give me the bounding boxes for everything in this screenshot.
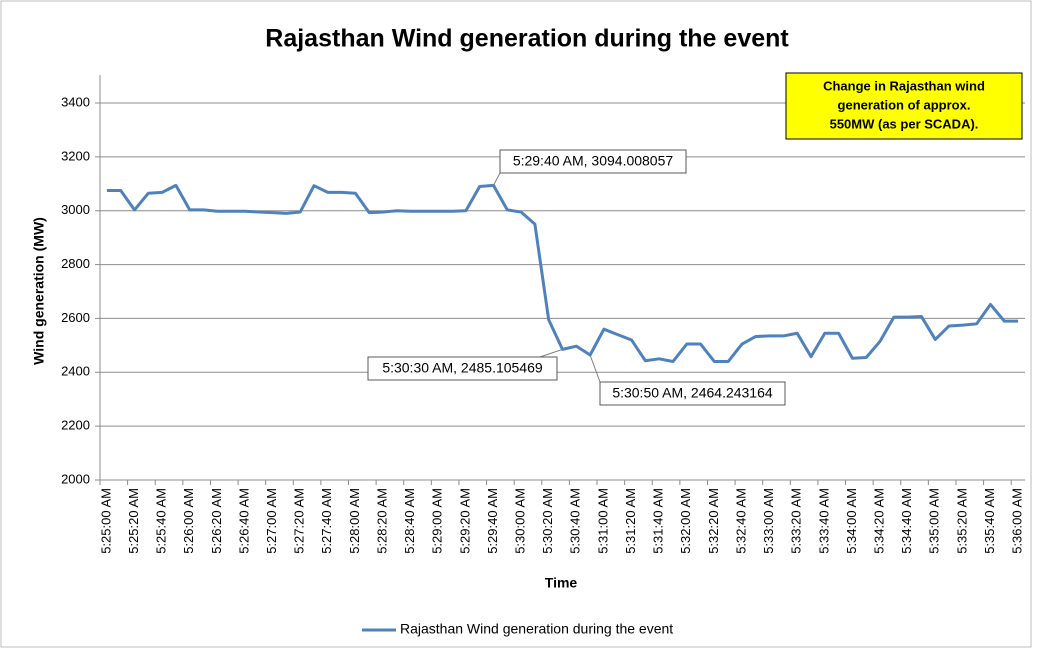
x-tick-label: 5:27:40 AM bbox=[319, 488, 334, 554]
x-tick-label: 5:28:00 AM bbox=[347, 488, 362, 554]
x-tick-label: 5:35:00 AM bbox=[927, 488, 942, 554]
annotation-text: 5:30:30 AM, 2485.105469 bbox=[382, 360, 543, 376]
y-tick-label: 2200 bbox=[61, 418, 90, 433]
y-tick-label: 2000 bbox=[61, 471, 90, 486]
x-tick-label: 5:25:00 AM bbox=[98, 488, 113, 554]
x-tick-label: 5:34:20 AM bbox=[871, 488, 886, 554]
chart-title: Rajasthan Wind generation during the eve… bbox=[265, 25, 789, 53]
x-tick-label: 5:31:40 AM bbox=[651, 488, 666, 554]
x-tick-label: 5:30:40 AM bbox=[568, 488, 583, 554]
note-text: Change in Rajasthan wind bbox=[823, 78, 985, 93]
x-tick-label: 5:34:00 AM bbox=[844, 488, 859, 554]
x-tick-label: 5:29:20 AM bbox=[457, 488, 472, 554]
x-tick-label: 5:33:00 AM bbox=[761, 488, 776, 554]
x-tick-label: 5:35:40 AM bbox=[982, 488, 997, 554]
x-tick-label: 5:25:20 AM bbox=[126, 488, 141, 554]
y-axis-title: Wind generation (MW) bbox=[31, 217, 47, 365]
x-tick-label: 5:30:20 AM bbox=[540, 488, 555, 554]
x-tick-label: 5:33:20 AM bbox=[789, 488, 804, 554]
annotation-leader bbox=[539, 348, 563, 358]
x-tick-label: 5:26:00 AM bbox=[181, 488, 196, 554]
y-tick-label: 3000 bbox=[61, 202, 90, 217]
annotation-text: 5:29:40 AM, 3094.008057 bbox=[513, 153, 674, 169]
x-tick-label: 5:31:20 AM bbox=[623, 488, 638, 554]
legend-label: Rajasthan Wind generation during the eve… bbox=[400, 621, 673, 637]
x-tick-label: 5:26:20 AM bbox=[209, 488, 224, 554]
y-tick-label: 2800 bbox=[61, 256, 90, 271]
x-tick-label: 5:27:00 AM bbox=[264, 488, 279, 554]
y-tick-label: 3200 bbox=[61, 148, 90, 163]
x-tick-label: 5:32:40 AM bbox=[733, 488, 748, 554]
annotation-box bbox=[599, 381, 786, 406]
y-tick-label: 2600 bbox=[61, 310, 90, 325]
x-tick-label: 5:31:00 AM bbox=[595, 488, 610, 554]
x-tick-label: 5:33:40 AM bbox=[816, 488, 831, 554]
note-text: 550MW (as per SCADA). bbox=[830, 116, 979, 131]
x-tick-label: 5:34:40 AM bbox=[899, 488, 914, 554]
x-tick-label: 5:30:00 AM bbox=[513, 488, 528, 554]
x-axis-title: Time bbox=[545, 575, 578, 591]
x-tick-label: 5:32:20 AM bbox=[706, 488, 721, 554]
x-tick-label: 5:32:00 AM bbox=[678, 488, 693, 554]
annotation-leader bbox=[589, 354, 601, 383]
note-text: generation of approx. bbox=[838, 97, 971, 112]
annotation-leader bbox=[493, 172, 501, 186]
annotation-box bbox=[367, 356, 558, 381]
note-box bbox=[785, 72, 1023, 140]
x-tick-label: 5:25:40 AM bbox=[154, 488, 169, 554]
x-tick-label: 5:35:20 AM bbox=[954, 488, 969, 554]
annotation-box bbox=[499, 149, 687, 174]
y-tick-label: 2400 bbox=[61, 364, 90, 379]
y-tick-label: 3400 bbox=[61, 94, 90, 109]
x-tick-label: 5:29:00 AM bbox=[430, 488, 445, 554]
annotation-text: 5:30:50 AM, 2464.243164 bbox=[612, 385, 773, 401]
x-tick-label: 5:29:40 AM bbox=[485, 488, 500, 554]
x-tick-label: 5:26:40 AM bbox=[236, 488, 251, 554]
x-tick-label: 5:28:20 AM bbox=[374, 488, 389, 554]
x-tick-label: 5:36:00 AM bbox=[1010, 488, 1025, 554]
x-tick-label: 5:28:40 AM bbox=[402, 488, 417, 554]
x-tick-label: 5:27:20 AM bbox=[292, 488, 307, 554]
